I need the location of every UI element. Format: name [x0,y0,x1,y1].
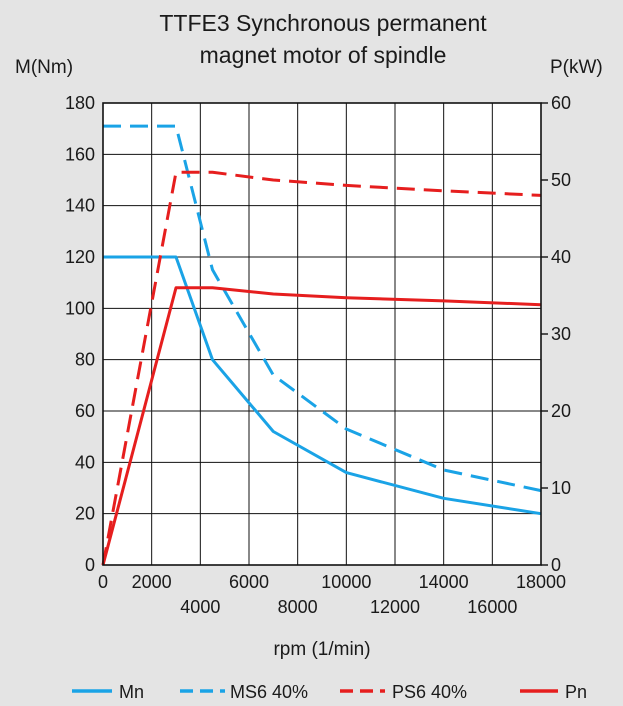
y-right-tick-label: 0 [551,555,561,575]
y-left-tick-label: 120 [65,247,95,267]
x-tick-label-upper: 2000 [132,572,172,592]
legend: Mn MS6 40% PS6 40% Pn [72,682,587,702]
tick-labels: 0 20 40 60 80 100 120 140 160 180 0 10 20 30 40 50 60 0 20… [65,93,571,617]
x-tick-label-lower: 16000 [467,597,517,617]
y-left-tick-label: 60 [75,401,95,421]
legend-label-ps6-40: PS6 40% [392,682,467,702]
y-right-tick-label: 40 [551,247,571,267]
y-left-tick-label: 100 [65,298,95,318]
x-tick-label-upper: 0 [98,572,108,592]
x-tick-label-lower: 8000 [278,597,318,617]
x-tick-label-upper: 18000 [516,572,566,592]
chart-title: TTFE3 Synchronous permanent magnet motor… [159,10,487,68]
y-left-tick-label: 180 [65,93,95,113]
x-tick-label-upper: 14000 [419,572,469,592]
series-line-pn [101,286,542,566]
series-line-mn [103,255,542,516]
series-line-ps6-40 [101,170,542,566]
legend-label-ms6-40: MS6 40% [230,682,308,702]
plot-area [103,103,541,565]
legend-label-pn: Pn [565,682,587,702]
legend-label-mn: Mn [119,682,144,702]
grid [103,103,541,565]
chart-title-line-1: TTFE3 Synchronous permanent [159,10,487,36]
y-right-tick-label: 10 [551,478,571,498]
y-left-tick-label: 0 [85,555,95,575]
chart-title-line-2: magnet motor of spindle [200,42,447,68]
y-right-tick-label: 50 [551,170,571,190]
right-axis-label: P(kW) [550,57,603,78]
y-left-tick-label: 80 [75,350,95,370]
y-right-tick-label: 30 [551,324,571,344]
y-left-tick-label: 40 [75,452,95,472]
series-lines [101,124,542,566]
y-right-tick-label: 20 [551,401,571,421]
y-right-tick-label: 60 [551,93,571,113]
x-tick-label-upper: 10000 [321,572,371,592]
x-axis-label: rpm (1/min) [273,639,370,660]
left-axis-label: M(Nm) [15,57,73,78]
x-tick-label-upper: 6000 [229,572,269,592]
y-left-tick-label: 160 [65,144,95,164]
y-left-tick-label: 140 [65,196,95,216]
x-tick-label-lower: 4000 [180,597,220,617]
y-left-tick-label: 20 [75,504,95,524]
x-tick-label-lower: 12000 [370,597,420,617]
